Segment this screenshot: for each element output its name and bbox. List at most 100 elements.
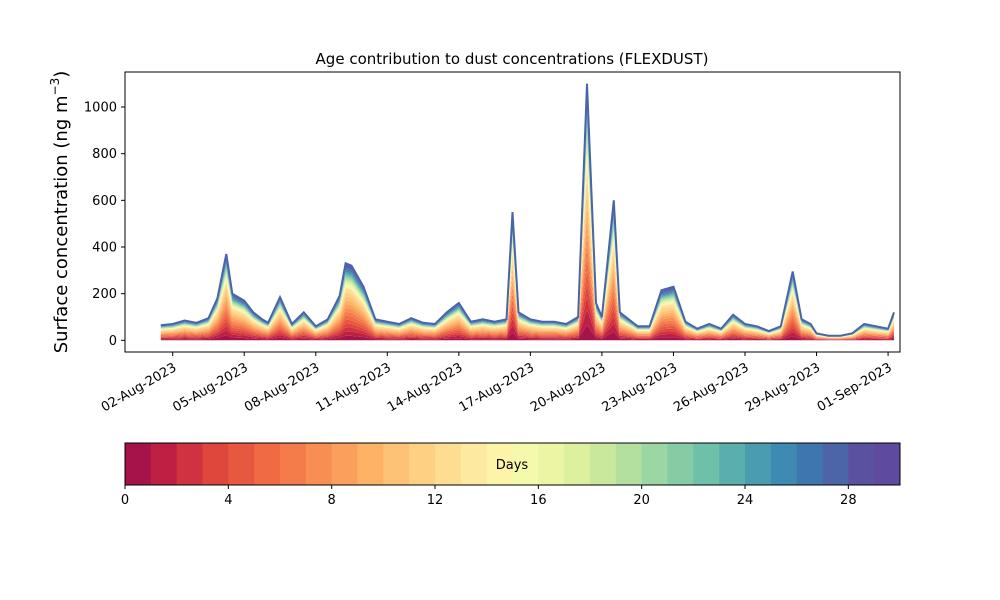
age-layer-25: [160, 105, 895, 337]
age-layer-17: [160, 142, 895, 337]
colorbar-cell: [538, 443, 565, 485]
y-axis-label-close: ): [51, 71, 72, 78]
colorbar-tick-label: 4: [224, 493, 232, 508]
colorbar-cell: [357, 443, 384, 485]
age-layer-22: [160, 121, 895, 337]
y-axis-label-text: Surface concentration (ng m: [51, 95, 72, 353]
colorbar-cell: [641, 443, 668, 485]
colorbar-tick-label: 12: [427, 493, 444, 508]
y-axis: 0 200 400 600 800 1000: [84, 101, 125, 349]
age-layer-14: [160, 158, 895, 338]
colorbar-frame: [124, 442, 901, 486]
age-layer-10: [160, 194, 895, 338]
x-tick-label: 08-Aug-2023: [242, 360, 322, 415]
svg-text:Surface concentration (ng m−3): Surface concentration (ng m−3): [48, 71, 72, 354]
colorbar-cell: [383, 443, 410, 485]
colorbar-cell: [305, 443, 333, 485]
age-layer-20: [160, 129, 895, 337]
colorbar-cell: [590, 443, 617, 485]
x-tick-label: 17-Aug-2023: [457, 360, 537, 415]
x-tick-label: 01-Sep-2023: [815, 360, 895, 415]
colorbar-tick-label: 0: [121, 493, 129, 508]
colorbar-cell: [874, 443, 901, 485]
age-layer-29: [160, 83, 895, 336]
colorbar-cell: [770, 443, 798, 485]
age-layer-23: [160, 117, 895, 337]
x-tick-label: 14-Aug-2023: [385, 360, 465, 415]
colorbar-cell: [693, 443, 720, 485]
x-tick-label: 11-Aug-2023: [314, 360, 394, 415]
y-tick-label: 0: [109, 334, 117, 349]
total-concentration-line: [160, 83, 895, 337]
age-layer-5: [160, 258, 895, 340]
age-layer-0: [160, 324, 895, 341]
age-layer-21: [160, 125, 895, 337]
axes-frame: [124, 71, 901, 353]
age-layer-3: [160, 283, 895, 340]
x-tick-label: 29-Aug-2023: [743, 360, 823, 415]
colorbar-tick-label: 20: [633, 493, 650, 508]
colorbar-cell: [409, 443, 436, 485]
age-layer-15: [160, 153, 895, 337]
colorbar-tick-label: 24: [737, 493, 754, 508]
colorbar-cell: [564, 443, 591, 485]
x-axis: 02-Aug-202305-Aug-202308-Aug-202311-Aug-…: [99, 352, 895, 415]
colorbar-cell: [280, 443, 307, 485]
x-tick-label: 20-Aug-2023: [528, 360, 608, 415]
age-layer-2: [160, 296, 895, 340]
colorbar-cell: [667, 443, 694, 485]
colorbar-cell: [615, 443, 643, 485]
chart-title: Age contribution to dust concentrations …: [316, 50, 709, 68]
colorbar-cell: [745, 443, 772, 485]
colorbar-cell: [719, 443, 746, 485]
colorbar-cell: [460, 443, 488, 485]
age-layer-27: [160, 94, 895, 336]
x-tick-label: 26-Aug-2023: [671, 360, 751, 415]
x-tick-label: 23-Aug-2023: [600, 360, 680, 415]
age-layer-8: [160, 219, 895, 339]
colorbar-ticks: 0 4 8 12 16 20 24 28: [121, 485, 857, 508]
colorbar: Days 0 4 8 12 16 20 24 28: [121, 442, 901, 508]
age-layer-12: [160, 168, 895, 338]
x-tick-label: 05-Aug-2023: [170, 360, 250, 415]
colorbar-cell: [254, 443, 281, 485]
colorbar-cell: [150, 443, 178, 485]
age-layer-13: [160, 163, 895, 338]
age-layer-18: [160, 138, 895, 337]
age-layer-11: [160, 181, 895, 338]
y-tick-label: 1000: [84, 101, 117, 116]
colorbar-cell: [848, 443, 875, 485]
colorbar-cell: [435, 443, 462, 485]
colorbar-cell: [796, 443, 823, 485]
y-tick-label: 600: [92, 194, 117, 209]
plot-area: [124, 71, 901, 353]
age-layer-26: [160, 100, 895, 337]
colorbar-cell: [486, 443, 513, 485]
age-layer-9: [160, 206, 895, 339]
x-tick-label: 02-Aug-2023: [99, 360, 179, 415]
colorbar-cell: [202, 443, 229, 485]
age-layer-19: [160, 134, 895, 337]
age-layer-24: [160, 111, 895, 337]
colorbar-cell: [176, 443, 203, 485]
age-layer-4: [160, 271, 895, 340]
age-layer-6: [160, 245, 895, 339]
age-layer-1: [160, 309, 895, 341]
y-tick-label: 200: [92, 287, 117, 302]
colorbar-cells: [125, 443, 901, 485]
age-layer-7: [160, 232, 895, 339]
y-tick-label: 400: [92, 241, 117, 256]
colorbar-tick-label: 8: [328, 493, 336, 508]
colorbar-cell: [512, 443, 539, 485]
colorbar-cell: [228, 443, 255, 485]
age-layer-28: [160, 89, 895, 336]
colorbar-cell: [822, 443, 849, 485]
area-layers: [160, 83, 895, 341]
colorbar-tick-label: 28: [840, 493, 857, 508]
colorbar-cell: [331, 443, 358, 485]
y-axis-label-unit-exponent: −3: [48, 78, 62, 96]
colorbar-tick-label: 16: [530, 493, 547, 508]
y-axis-label: Surface concentration (ng m−3): [48, 71, 72, 354]
age-layer-16: [160, 147, 895, 337]
